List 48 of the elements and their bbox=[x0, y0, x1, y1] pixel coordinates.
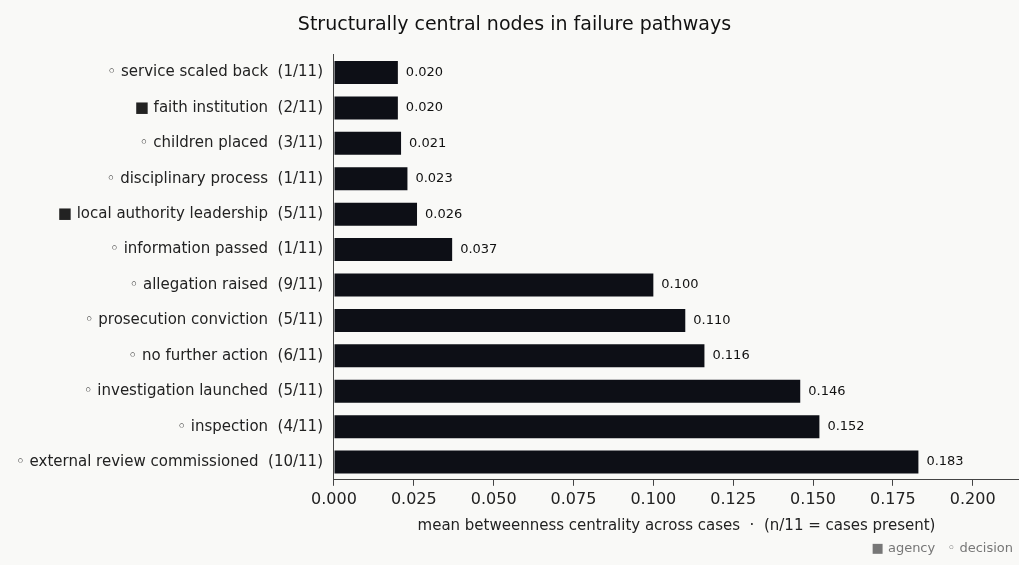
x-tick-label: 0.025 bbox=[390, 488, 437, 508]
data-label: 0.023 bbox=[415, 170, 453, 186]
data-label: 0.110 bbox=[693, 311, 731, 327]
y-tick-label: ◦ information passed (1/11) bbox=[110, 239, 323, 258]
y-tick-label: ◦ prosecution conviction (5/11) bbox=[84, 310, 323, 329]
y-tick-label: ◦ inspection (4/11) bbox=[177, 416, 323, 435]
y-tick-label: ■ local authority leadership (5/11) bbox=[57, 204, 323, 223]
x-tick-label: 0.200 bbox=[949, 488, 996, 508]
x-tick-label: 0.125 bbox=[710, 488, 757, 508]
y-tick-label: ◦ service scaled back (1/11) bbox=[107, 62, 323, 81]
bar bbox=[334, 131, 402, 155]
y-tick-label: ◦ children placed (3/11) bbox=[139, 133, 323, 152]
data-label: 0.100 bbox=[661, 276, 699, 292]
y-tick-label: ◦ investigation launched (5/11) bbox=[83, 381, 323, 400]
y-tick-label: ◦ allegation raised (9/11) bbox=[129, 274, 323, 293]
bar bbox=[334, 96, 398, 120]
bar bbox=[334, 273, 654, 297]
y-tick-label: ◦ external review commissioned (10/11) bbox=[15, 451, 323, 470]
bar bbox=[334, 379, 801, 403]
bar bbox=[334, 167, 408, 191]
y-tick-label: ◦ disciplinary process (1/11) bbox=[106, 168, 323, 187]
bar bbox=[334, 238, 453, 262]
y-tick-label: ◦ no further action (6/11) bbox=[128, 345, 323, 364]
x-tick-label: 0.175 bbox=[869, 488, 916, 508]
data-label: 0.020 bbox=[405, 99, 444, 115]
bar bbox=[334, 61, 398, 85]
bar bbox=[334, 450, 919, 474]
x-tick-label: 0.000 bbox=[311, 488, 357, 508]
x-tick-label: 0.050 bbox=[470, 488, 517, 508]
data-label: 0.020 bbox=[405, 63, 444, 79]
data-label: 0.026 bbox=[425, 205, 463, 221]
data-label: 0.183 bbox=[926, 453, 964, 469]
bar bbox=[334, 415, 820, 439]
data-label: 0.152 bbox=[827, 418, 865, 434]
data-label: 0.146 bbox=[808, 382, 846, 398]
chart-title: Structurally central nodes in failure pathways bbox=[297, 12, 732, 35]
bar bbox=[334, 344, 705, 368]
x-tick-label: 0.150 bbox=[790, 488, 836, 508]
y-tick-label: ■ faith institution (2/11) bbox=[134, 97, 323, 116]
x-tick-label: 0.075 bbox=[550, 488, 597, 508]
data-label: 0.037 bbox=[460, 240, 498, 256]
x-tick-label: 0.100 bbox=[630, 488, 677, 508]
data-label: 0.116 bbox=[712, 347, 750, 363]
bar bbox=[334, 308, 686, 332]
text: ■ agency ◦ decision bbox=[871, 540, 1013, 556]
bar bbox=[334, 202, 418, 226]
x-axis-title: mean betweenness centrality across cases · (n/11 = cases present) bbox=[417, 515, 936, 534]
data-label: 0.021 bbox=[409, 134, 447, 150]
